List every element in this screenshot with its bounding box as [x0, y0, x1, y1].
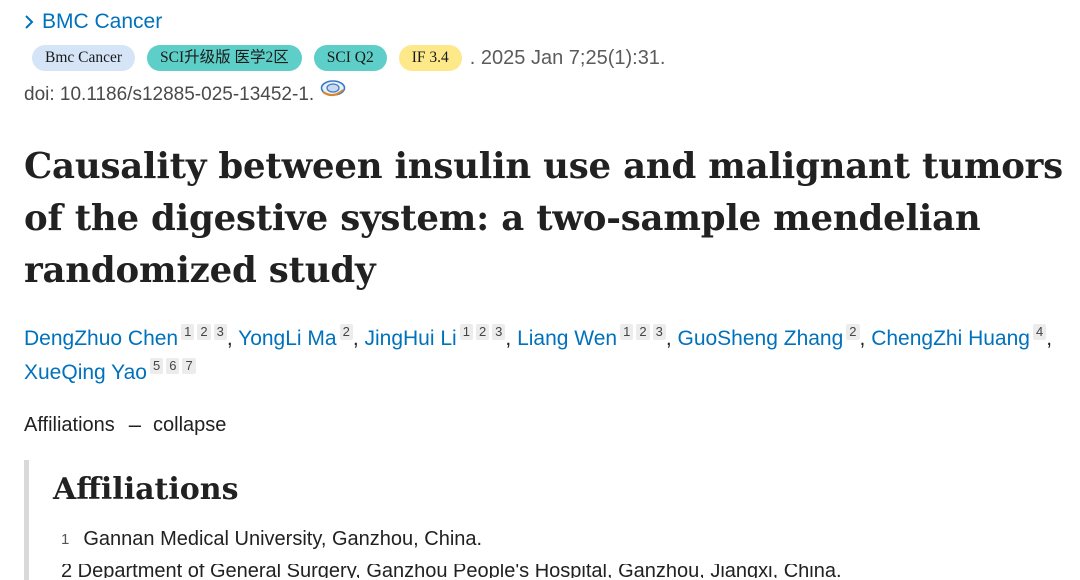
affiliation-ref[interactable]: 2	[636, 324, 650, 340]
toggle-dash: –	[128, 412, 142, 437]
journal-badge[interactable]: Bmc Cancer	[32, 45, 136, 71]
affiliation-ref[interactable]: 1	[459, 324, 473, 340]
affiliation-text-partial: 2 Department of General Surgery, Ganzhou…	[61, 564, 842, 578]
author-name-link[interactable]: ChengZhi Huang	[871, 327, 1030, 350]
citation-text: . 2025 Jan 7;25(1):31.	[469, 46, 666, 69]
full-text-link-icon[interactable]	[320, 79, 346, 103]
sci-quartile-badge[interactable]: SCI Q2	[313, 45, 387, 71]
affiliations-heading: Affiliations	[53, 472, 239, 507]
author: Liang Wen 1 2 3	[517, 324, 666, 350]
doi-text: doi: 10.1186/s12885-025-13452-1.	[24, 84, 315, 105]
affiliations-toggle-label: Affiliations	[24, 413, 115, 436]
affiliations-toggle: Affiliations – collapse	[24, 412, 226, 438]
affiliation-ref[interactable]: 3	[652, 324, 666, 340]
affiliation-ref[interactable]: 2	[339, 324, 353, 340]
affiliation-ref[interactable]: 3	[492, 324, 506, 340]
affiliation-ref[interactable]: 3	[213, 324, 227, 340]
author-name-link[interactable]: JingHui Li	[364, 327, 457, 350]
affiliations-panel: Affiliations 1 Gannan Medical University…	[24, 460, 1064, 580]
author: YongLi Ma 2	[238, 324, 353, 350]
affiliation-number: 1	[61, 531, 70, 548]
affiliation-text: Gannan Medical University, Ganzhou, Chin…	[83, 528, 483, 550]
author: XueQing Yao 5 6 7	[24, 358, 196, 384]
affiliation-ref[interactable]: 5	[150, 358, 164, 374]
author: ChengZhi Huang 4	[871, 324, 1047, 350]
affiliation-item-partial: 2 Department of General Surgery, Ganzhou…	[61, 564, 1061, 578]
author-name-link[interactable]: XueQing Yao	[24, 361, 147, 384]
affiliation-ref[interactable]: 2	[197, 324, 211, 340]
author: GuoSheng Zhang 2	[677, 324, 860, 350]
chevron-right-icon	[24, 15, 34, 29]
affiliation-ref[interactable]: 4	[1032, 324, 1047, 340]
author-list: DengZhuo Chen 1 2 3, YongLi Ma 2, JingHui Li…	[24, 324, 1053, 384]
author-name-link[interactable]: Liang Wen	[517, 327, 618, 350]
author: JingHui Li 1 2 3	[364, 324, 506, 350]
sci-upgrade-badge[interactable]: SCI升级版 医学2区	[147, 45, 302, 71]
meta-row: Bmc Cancer SCI升级版 医学2区 SCI Q2 IF 3.4 . 2…	[32, 44, 666, 72]
author-name-link[interactable]: DengZhuo Chen	[24, 327, 179, 350]
affiliation-ref[interactable]: 2	[475, 324, 490, 340]
journal-link-label: BMC Cancer	[42, 10, 163, 33]
impact-factor-badge[interactable]: IF 3.4	[398, 45, 462, 71]
affiliation-ref[interactable]: 1	[181, 324, 195, 340]
affiliation-ref[interactable]: 1	[620, 324, 634, 340]
journal-link[interactable]: BMC Cancer	[24, 10, 162, 34]
affiliation-ref[interactable]: 7	[182, 358, 196, 374]
affiliation-ref[interactable]: 2	[846, 324, 860, 340]
affiliation-ref[interactable]: 6	[166, 358, 180, 374]
doi-row: doi: 10.1186/s12885-025-13452-1.	[24, 80, 346, 106]
collapse-button[interactable]: collapse	[153, 413, 227, 436]
author-name-link[interactable]: YongLi Ma	[238, 327, 337, 350]
article-title: Causality between insulin use and malign…	[24, 146, 1063, 291]
author: DengZhuo Chen 1 2 3	[24, 324, 227, 350]
author-name-link[interactable]: GuoSheng Zhang	[677, 327, 844, 350]
affiliation-item: 1 Gannan Medical University, Ganzhou, Ch…	[61, 528, 482, 551]
